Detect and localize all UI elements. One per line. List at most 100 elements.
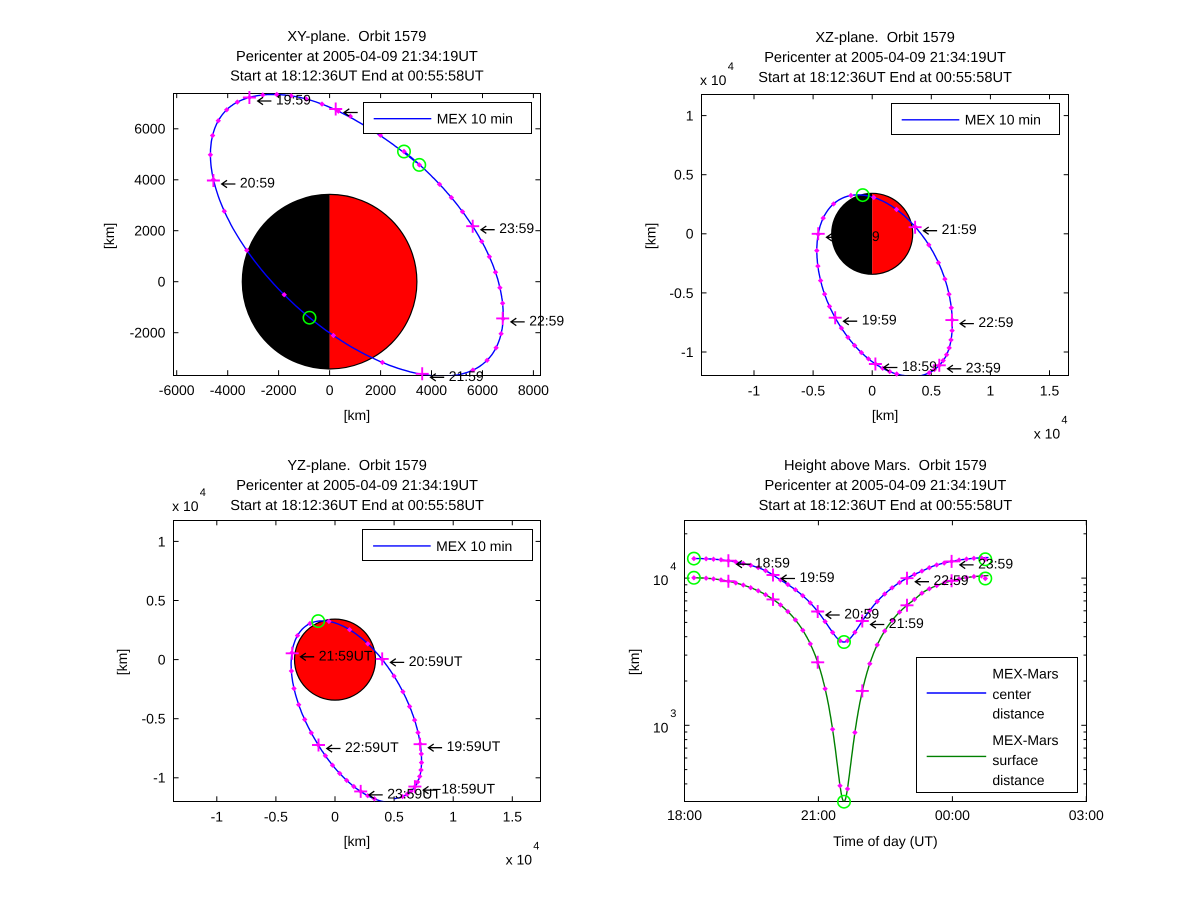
svg-text:4000: 4000 xyxy=(416,382,447,398)
svg-text:6000: 6000 xyxy=(467,382,498,398)
svg-text:1: 1 xyxy=(449,808,457,824)
svg-text:00:00: 00:00 xyxy=(935,807,970,823)
svg-text:center: center xyxy=(992,686,1031,702)
svg-text:21:59: 21:59 xyxy=(942,221,977,237)
svg-text:-2000: -2000 xyxy=(261,382,297,398)
svg-text:3: 3 xyxy=(670,708,676,720)
svg-text:20:59UT: 20:59UT xyxy=(409,653,463,669)
svg-text:Pericenter at 2005-04-09 21:34: Pericenter at 2005-04-09 21:34:19UT xyxy=(236,49,478,65)
svg-text:-0.5: -0.5 xyxy=(141,711,165,727)
svg-text:[km]: [km] xyxy=(626,649,642,675)
svg-text:23:59UT: 23:59UT xyxy=(387,785,441,801)
svg-text:0: 0 xyxy=(331,808,339,824)
svg-text:22:59: 22:59 xyxy=(529,312,564,328)
svg-text:YZ-plane. Orbit 1579: YZ-plane. Orbit 1579 xyxy=(287,458,427,474)
svg-text:surface: surface xyxy=(992,752,1038,768)
svg-text:[km]: [km] xyxy=(344,407,370,423)
svg-text:4000: 4000 xyxy=(134,172,165,188)
svg-text:0: 0 xyxy=(868,382,876,398)
svg-text:Pericenter at 2005-04-09 21:34: Pericenter at 2005-04-09 21:34:19UT xyxy=(764,50,1006,66)
svg-text:[km]: [km] xyxy=(344,833,370,849)
svg-text:22:59UT: 22:59UT xyxy=(345,739,399,755)
svg-text:0.5: 0.5 xyxy=(922,382,942,398)
svg-text:4: 4 xyxy=(200,487,206,499)
svg-text:Pericenter at 2005-04-09 21:34: Pericenter at 2005-04-09 21:34:19UT xyxy=(236,478,478,494)
svg-text:-1: -1 xyxy=(748,382,761,398)
svg-text:4: 4 xyxy=(670,561,676,573)
svg-text:1: 1 xyxy=(686,108,694,124)
svg-text:-1: -1 xyxy=(153,770,166,786)
svg-text:Height above Mars. Orbit 1579: Height above Mars. Orbit 1579 xyxy=(784,458,987,474)
svg-text:0.5: 0.5 xyxy=(384,808,404,824)
svg-text:x 10: x 10 xyxy=(1034,425,1061,441)
svg-text:Start at 18:12:36UT End at 00:: Start at 18:12:36UT End at 00:55:58UT xyxy=(759,498,1013,514)
svg-text:Start at 18:12:36UT End at 00:: Start at 18:12:36UT End at 00:55:58UT xyxy=(230,69,484,85)
svg-text:MEX 10 min: MEX 10 min xyxy=(436,538,512,554)
svg-text:0: 0 xyxy=(326,382,334,398)
svg-text:1.5: 1.5 xyxy=(503,808,523,824)
svg-text:MEX 10 min: MEX 10 min xyxy=(437,111,513,127)
svg-text:20:59: 20:59 xyxy=(845,228,880,244)
svg-text:1: 1 xyxy=(987,382,995,398)
svg-text:Time of day (UT): Time of day (UT) xyxy=(833,833,938,849)
svg-text:1: 1 xyxy=(158,533,166,549)
svg-text:0.5: 0.5 xyxy=(674,167,694,183)
svg-text:XY-plane. Orbit 1579: XY-plane. Orbit 1579 xyxy=(287,29,426,45)
svg-text:-6000: -6000 xyxy=(159,382,195,398)
svg-text:10: 10 xyxy=(653,572,669,588)
svg-text:-0.5: -0.5 xyxy=(669,285,693,301)
svg-text:[km]: [km] xyxy=(643,223,659,249)
svg-text:-1: -1 xyxy=(211,808,224,824)
svg-text:22:59: 22:59 xyxy=(934,572,969,588)
svg-text:2000: 2000 xyxy=(365,382,396,398)
svg-text:4: 4 xyxy=(1061,415,1067,427)
svg-text:19:59: 19:59 xyxy=(862,312,897,328)
svg-text:19:59: 19:59 xyxy=(276,92,311,108)
svg-text:03:00: 03:00 xyxy=(1069,807,1104,823)
svg-text:22:59: 22:59 xyxy=(978,314,1013,330)
svg-text:23:59: 23:59 xyxy=(978,555,1013,571)
svg-text:XZ-plane. Orbit 1579: XZ-plane. Orbit 1579 xyxy=(815,30,955,46)
svg-text:Start at 18:12:36UT End at 00:: Start at 18:12:36UT End at 00:55:58UT xyxy=(758,70,1012,86)
svg-text:distance: distance xyxy=(992,772,1044,788)
svg-text:21:00: 21:00 xyxy=(801,807,836,823)
svg-text:21:59UT: 21:59UT xyxy=(319,647,373,663)
svg-text:0.5: 0.5 xyxy=(146,592,166,608)
svg-text:20:59: 20:59 xyxy=(844,606,879,622)
svg-text:Pericenter at 2005-04-09 21:34: Pericenter at 2005-04-09 21:34:19UT xyxy=(765,478,1007,494)
svg-text:-0.5: -0.5 xyxy=(264,808,288,824)
svg-text:21:59: 21:59 xyxy=(889,615,924,631)
svg-text:[km]: [km] xyxy=(114,649,130,675)
svg-text:-2000: -2000 xyxy=(130,325,166,341)
svg-text:-0.5: -0.5 xyxy=(801,382,825,398)
svg-text:Start at 18:12:36UT End at 00:: Start at 18:12:36UT End at 00:55:58UT xyxy=(230,498,484,514)
svg-text:MEX 10 min: MEX 10 min xyxy=(965,112,1041,128)
svg-text:21:59: 21:59 xyxy=(449,368,484,384)
svg-text:0: 0 xyxy=(158,274,166,290)
svg-text:x 10: x 10 xyxy=(506,851,533,867)
svg-text:4: 4 xyxy=(533,841,539,853)
svg-text:MEX-Mars: MEX-Mars xyxy=(992,732,1058,748)
svg-text:[km]: [km] xyxy=(101,223,117,249)
svg-text:MEX-Mars: MEX-Mars xyxy=(992,666,1058,682)
svg-text:10: 10 xyxy=(653,719,669,735)
svg-text:0: 0 xyxy=(686,226,694,242)
svg-text:18:00: 18:00 xyxy=(667,807,702,823)
svg-text:23:59: 23:59 xyxy=(966,359,1001,375)
svg-text:-1: -1 xyxy=(681,344,694,360)
svg-text:[km]: [km] xyxy=(872,407,898,423)
svg-text:1.5: 1.5 xyxy=(1040,382,1060,398)
svg-text:6000: 6000 xyxy=(134,121,165,137)
svg-text:2000: 2000 xyxy=(134,223,165,239)
svg-text:18:59: 18:59 xyxy=(755,555,790,571)
svg-text:19:59: 19:59 xyxy=(800,569,835,585)
svg-text:x 10: x 10 xyxy=(700,72,727,88)
svg-text:distance: distance xyxy=(992,706,1044,722)
svg-text:0: 0 xyxy=(158,652,166,668)
svg-text:18:59UT: 18:59UT xyxy=(441,781,495,797)
svg-text:19:59UT: 19:59UT xyxy=(447,738,501,754)
svg-text:8000: 8000 xyxy=(518,382,549,398)
svg-text:18:59: 18:59 xyxy=(902,358,937,374)
svg-text:x 10: x 10 xyxy=(172,498,199,514)
svg-text:-4000: -4000 xyxy=(210,382,246,398)
